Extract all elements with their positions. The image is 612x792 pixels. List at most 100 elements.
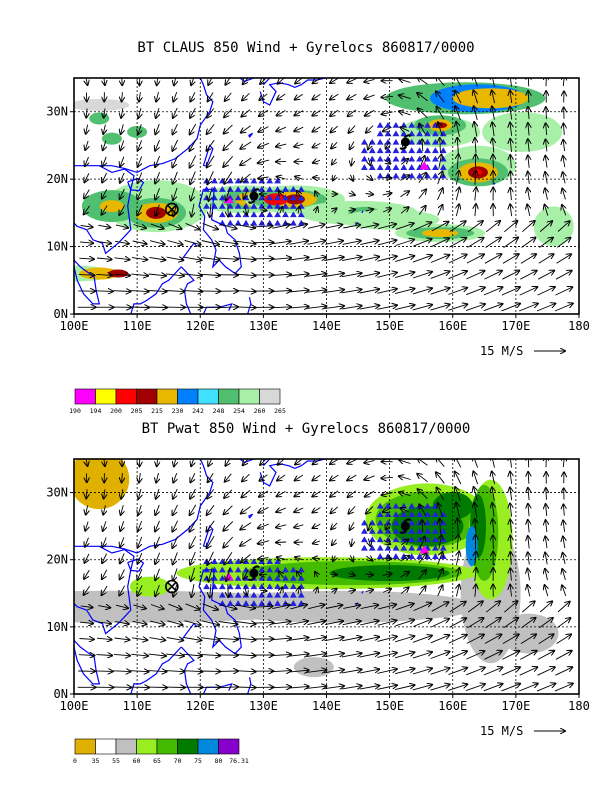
gyre-triangle — [218, 211, 226, 218]
wind-vector — [365, 109, 375, 116]
wind-vector — [201, 620, 219, 625]
gyre-triangle — [376, 147, 384, 154]
wind-vector — [456, 568, 459, 581]
wind-vector — [557, 618, 570, 629]
gyre-triangle — [226, 566, 234, 573]
wind-vector — [271, 241, 290, 244]
wind-vector — [271, 671, 291, 672]
wind-vector — [219, 223, 237, 229]
wind-vector — [225, 92, 232, 101]
wind-vector — [399, 476, 411, 479]
gyre-triangle — [234, 574, 242, 581]
wind-vector — [271, 307, 291, 308]
wind-vector — [377, 224, 396, 230]
wind-vector — [360, 225, 379, 229]
wind-vector — [395, 223, 414, 230]
gyre-triangle — [424, 511, 431, 517]
wind-vector — [137, 204, 143, 215]
wind-vector — [288, 638, 309, 641]
wind-vector — [522, 221, 534, 233]
wind-vector — [96, 258, 112, 259]
wind-vector — [191, 567, 196, 581]
wind-vector — [295, 557, 303, 560]
gyre-triangle — [234, 194, 242, 201]
wind-vector — [341, 653, 362, 658]
gyre-triangle — [376, 519, 384, 526]
cyclone-marker — [247, 576, 256, 581]
wind-vector — [102, 156, 106, 166]
wind-vector — [394, 685, 414, 691]
wind-vector — [190, 107, 196, 118]
wind-vector — [288, 290, 309, 292]
gyre-triangle — [297, 574, 305, 581]
wind-vector — [224, 171, 233, 184]
gyre-center-marker — [419, 545, 430, 554]
wind-vector — [528, 91, 529, 103]
wind-vector — [448, 651, 467, 660]
wind-vector — [224, 489, 233, 498]
wind-vector — [330, 78, 339, 83]
wind-vector — [324, 257, 344, 261]
wind-vector — [224, 108, 233, 117]
colorbar-label: 205 — [131, 407, 143, 415]
wind-vector — [276, 508, 287, 512]
wind-vector — [485, 221, 500, 233]
gyre-triangle — [203, 583, 210, 590]
wind-vector — [122, 92, 123, 101]
gyre-triangle — [431, 130, 439, 137]
wind-vector — [86, 78, 88, 85]
wind-vector — [235, 671, 256, 672]
wind-vector — [330, 474, 339, 480]
gyre-triangle — [392, 122, 400, 128]
wind-vector — [351, 538, 352, 547]
wind-vector — [130, 307, 149, 308]
wind-vector — [235, 622, 256, 625]
wind-vector — [217, 307, 238, 308]
x-tick-label: 160E — [438, 699, 467, 713]
wind-vector — [294, 491, 304, 497]
wind-vector — [563, 172, 566, 184]
wind-vector — [130, 291, 149, 292]
wind-vector — [455, 78, 462, 87]
wind-vector — [330, 490, 339, 497]
gyre-triangle — [376, 164, 384, 170]
wind-vector — [418, 489, 428, 499]
gyre-triangle — [392, 138, 400, 145]
wind-vector — [155, 123, 159, 134]
wind-vector — [331, 125, 338, 132]
wind-vector — [182, 671, 203, 672]
x-tick-label: 170E — [501, 699, 530, 713]
wind-vector — [258, 177, 269, 179]
wind-vector — [359, 305, 380, 310]
wind-vector — [510, 204, 512, 217]
wind-vector — [80, 606, 93, 608]
wind-vector — [348, 573, 355, 575]
gyre-triangle — [408, 527, 416, 534]
gyre-triangle — [431, 155, 439, 162]
wind-vector — [440, 519, 441, 534]
wind-vector — [377, 669, 396, 674]
wind-vector — [431, 222, 449, 232]
wind-vector — [394, 652, 414, 659]
gyre-triangle — [392, 553, 400, 559]
gyre-triangle — [289, 600, 297, 606]
wind-vector — [383, 540, 390, 544]
colorbar-swatch — [177, 388, 199, 405]
pwat-region — [199, 590, 480, 623]
gyre-triangle — [392, 172, 400, 179]
wind-vector — [466, 271, 484, 280]
gyre-triangle — [250, 211, 258, 218]
gyre-triangle — [360, 527, 368, 534]
coastline — [239, 78, 256, 83]
wind-vector — [522, 601, 534, 613]
wind-vector — [223, 521, 234, 531]
gyre-triangle — [424, 138, 431, 145]
wind-vector — [527, 205, 530, 217]
wind-vector — [173, 171, 178, 184]
wind-vector — [98, 606, 110, 608]
coastline — [74, 165, 135, 255]
wind-vector — [528, 569, 530, 581]
wind-vector — [545, 585, 548, 597]
wind-vector — [364, 476, 375, 480]
wind-vector — [295, 474, 303, 480]
